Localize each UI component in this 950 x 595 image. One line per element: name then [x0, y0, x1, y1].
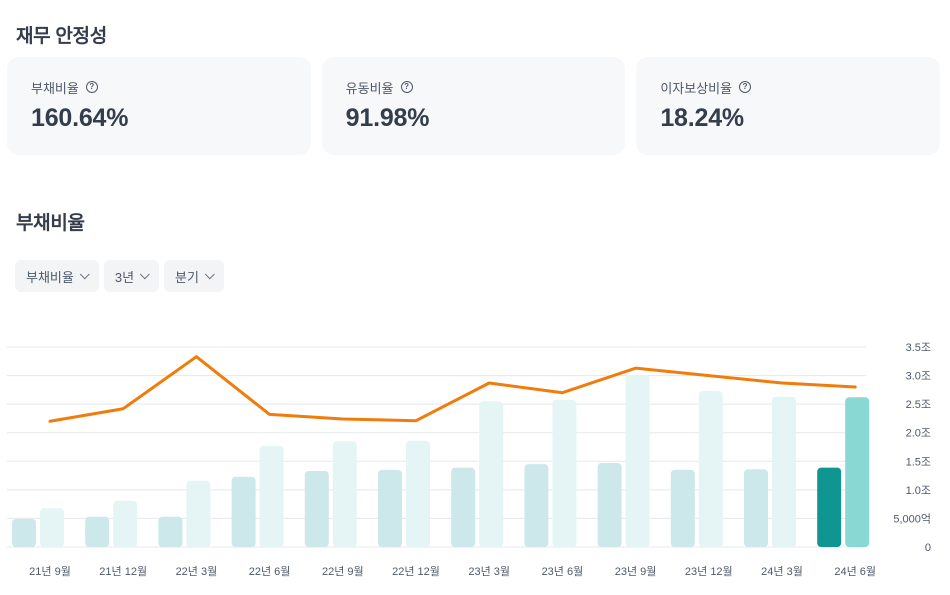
bar-series-2: [772, 396, 796, 547]
x-tick-label: 24년 6월: [834, 565, 876, 578]
bar-series-1: [304, 471, 329, 547]
metric-label-text: 이자보상비율: [660, 80, 733, 96]
chevron-down-icon: [204, 268, 215, 279]
x-tick-label: 23년 12월: [685, 565, 733, 578]
metric-value: 160.64%: [31, 104, 129, 132]
bar-series-2: [113, 500, 138, 547]
metric-select-label: 부채비율: [26, 269, 74, 285]
y-tick-label: 2.0조: [906, 428, 931, 440]
metric-label: 유동비율 ?: [345, 79, 602, 96]
debt-ratio-chart: 0 5,000억 1.0조 1.5조 2.0조 2.5조 3.0조 3.5조 21년 9월 21년…: [7, 342, 931, 578]
period-select[interactable]: 3년: [103, 260, 160, 292]
x-tick-label: 22년 6월: [249, 565, 291, 578]
bar-series-1: [85, 516, 110, 547]
help-icon[interactable]: ?: [739, 81, 752, 93]
bar-series-2: [186, 480, 211, 547]
help-icon[interactable]: ?: [85, 81, 98, 93]
bar-series-1: [817, 467, 842, 547]
metric-value: 91.98%: [345, 104, 430, 132]
x-tick-label: 22년 3월: [176, 565, 218, 578]
section-title-financial-stability: 재무 안정성: [16, 26, 107, 47]
x-tick-label: 21년 12월: [99, 565, 147, 578]
bar-series-2: [625, 375, 650, 547]
bar-series-2: [698, 391, 723, 547]
metric-card-debt-ratio: 부채비율 ? 160.64%: [7, 57, 311, 155]
bar-series-1: [597, 463, 622, 547]
y-tick-label: 1.0조: [906, 485, 931, 497]
bar-series-1: [12, 519, 36, 547]
bar-series-1: [378, 469, 402, 547]
line-series: [48, 355, 857, 423]
y-tick-label: 2.5조: [906, 399, 931, 411]
bar-series-2: [845, 397, 870, 547]
chevron-down-icon: [79, 268, 90, 279]
metric-select[interactable]: 부채비율: [15, 260, 99, 292]
x-tick-label: 22년 12월: [392, 565, 440, 578]
bar-series-1: [744, 469, 768, 547]
metric-cards: 부채비율 ? 160.64% 유동비율 ? 91.98% 이자보상비율 ? 18…: [7, 57, 941, 155]
bar-series-1: [670, 469, 695, 547]
interval-select-label: 분기: [175, 269, 199, 285]
x-tick-label: 24년 3월: [761, 565, 803, 578]
chevron-down-icon: [139, 268, 150, 279]
bar-series-2: [40, 508, 64, 547]
x-tick-label: 22년 9월: [322, 565, 364, 578]
y-tick-label: 3.0조: [906, 371, 931, 383]
metric-label-text: 부채비율: [31, 80, 79, 96]
help-icon[interactable]: ?: [400, 81, 413, 93]
metric-card-current-ratio: 유동비율 ? 91.98%: [321, 57, 626, 155]
x-tick-label: 21년 9월: [29, 565, 71, 578]
interval-select[interactable]: 분기: [164, 260, 224, 292]
x-tick-label: 23년 6월: [542, 565, 584, 578]
metric-label-text: 유동비율: [345, 80, 394, 96]
y-tick-label: 1.5조: [906, 456, 931, 468]
y-tick-label: 5,000억: [893, 512, 931, 525]
section-title-chart: 부채비율: [16, 213, 85, 234]
y-tick-label: 0: [925, 542, 931, 554]
x-tick-label: 23년 3월: [468, 565, 510, 578]
bar-series-1: [231, 476, 256, 547]
bar-series-2: [406, 440, 430, 547]
x-tick-label: 23년 9월: [615, 565, 657, 578]
metric-card-interest-coverage: 이자보상비율 ? 18.24%: [636, 57, 941, 155]
bar-series-2: [479, 401, 504, 547]
chart-filters: 부채비율 3년 분기: [15, 260, 224, 292]
bar-series-2: [259, 445, 284, 547]
bar-series-1: [451, 467, 476, 547]
bar-series-1: [524, 464, 549, 547]
y-tick-label: 3.5조: [906, 342, 931, 354]
metric-label: 이자보상비율 ?: [660, 79, 916, 96]
bar-series-2: [552, 399, 577, 547]
bar-series-1: [158, 516, 183, 547]
metric-value: 18.24%: [660, 104, 744, 132]
metric-label: 부채비율 ?: [31, 79, 287, 96]
bar-series-2: [332, 441, 357, 547]
period-select-label: 3년: [114, 269, 135, 285]
